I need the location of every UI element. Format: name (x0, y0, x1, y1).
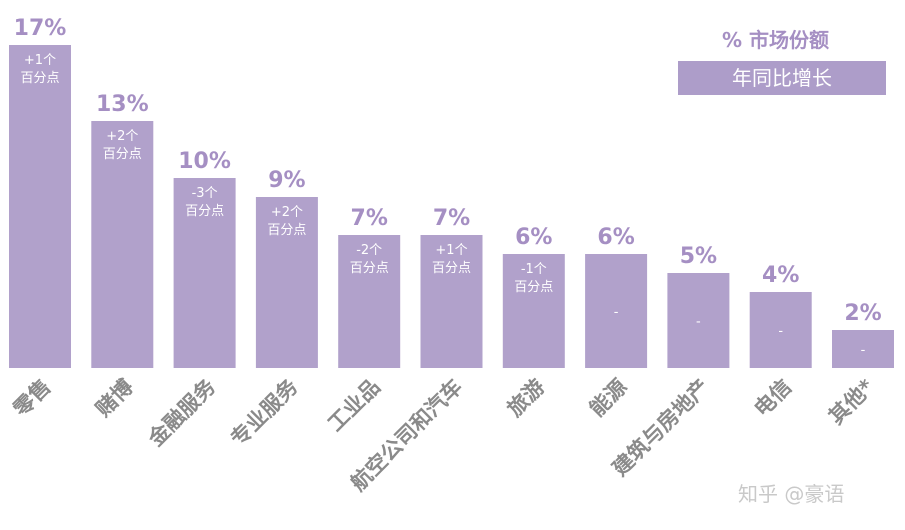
growth-label-4: -2个百分点 (350, 243, 389, 276)
growth-label-3: +2个百分点 (267, 205, 306, 238)
bar-7 (585, 254, 648, 368)
growth-label-8: - (696, 315, 701, 330)
value-label-5: 7% (433, 206, 470, 231)
bar-4 (338, 235, 401, 368)
category-label-6: 旅游 (503, 375, 550, 422)
bar-8 (667, 273, 730, 368)
value-label-8: 5% (680, 244, 717, 269)
growth-label-9: - (778, 324, 783, 339)
bar-2 (173, 178, 236, 368)
legend-share-label: % 市场份额 (722, 28, 830, 52)
value-label-6: 6% (515, 225, 552, 250)
bar-1 (91, 121, 154, 368)
value-label-1: 13% (96, 92, 149, 117)
growth-label-1: +2个百分点 (103, 129, 142, 162)
bar-0 (9, 45, 71, 368)
bar-9 (749, 292, 812, 368)
value-label-10: 2% (844, 301, 881, 326)
growth-label-2: -3个百分点 (185, 186, 224, 219)
category-label-9: 电信 (750, 375, 797, 422)
growth-label-7: - (614, 305, 619, 320)
legend-growth-label: 年同比增长 (678, 61, 886, 95)
category-label-0: 零售 (8, 375, 55, 422)
value-label-7: 6% (597, 225, 634, 250)
category-label-2: 金融服务 (143, 374, 221, 452)
value-label-0: 17% (14, 16, 67, 41)
growth-label-5: +1个百分点 (432, 243, 471, 276)
bar-10 (832, 330, 894, 368)
value-label-9: 4% (762, 263, 799, 288)
category-label-3: 专业服务 (226, 374, 303, 451)
category-label-7: 能源 (585, 375, 632, 422)
category-label-1: 赌博 (91, 375, 138, 422)
category-label-10: 其他* (824, 375, 878, 429)
category-label-4: 工业品 (323, 375, 385, 437)
bar-6 (502, 254, 565, 368)
value-label-4: 7% (351, 206, 388, 231)
value-label-3: 9% (268, 168, 305, 193)
growth-label-10: - (861, 343, 866, 358)
bar-5 (420, 235, 483, 368)
growth-label-6: -1个百分点 (514, 262, 553, 295)
watermark: 知乎 @豪语 (738, 482, 845, 506)
value-label-2: 10% (178, 149, 231, 174)
bar-3 (255, 197, 318, 368)
growth-label-0: +1个百分点 (20, 53, 59, 86)
